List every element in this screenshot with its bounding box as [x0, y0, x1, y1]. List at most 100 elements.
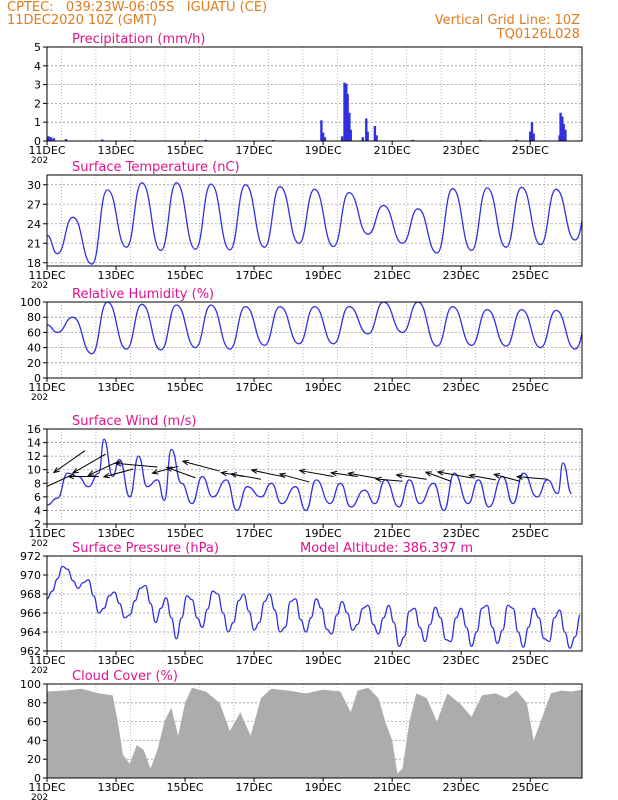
x-tick-label: 19DEC	[305, 781, 342, 794]
y-tick-label: 0	[34, 372, 41, 385]
panel-frame	[46, 174, 583, 267]
panel-title: Surface Temperature (nC)	[72, 160, 240, 175]
precip-bar	[47, 136, 50, 141]
x-tick-label: 13DEC	[97, 781, 134, 794]
x-tick-label: 21DEC	[374, 144, 411, 157]
y-tick-label: 80	[27, 311, 41, 324]
y-tick-label: 16	[27, 423, 41, 436]
x-tick-label: 15DEC	[167, 654, 204, 667]
panel-frame	[46, 46, 583, 142]
y-tick-label: 3	[34, 79, 41, 92]
y-tick-label: 20	[27, 357, 41, 370]
wind-arrow	[425, 471, 452, 482]
x-tick-label: 17DEC	[236, 269, 273, 282]
wind-arrow-head	[298, 468, 306, 475]
wind-arrow-head	[395, 472, 403, 479]
y-tick-label: 27	[27, 198, 41, 211]
wind-arrow	[53, 450, 86, 473]
y-tick-label: 6	[34, 491, 41, 504]
x-tick-label: 23DEC	[443, 527, 480, 540]
wind-arrow	[166, 466, 196, 479]
wind-arrow	[47, 474, 72, 487]
y-tick-label: 0	[34, 135, 41, 148]
wind-arrow-head	[87, 470, 95, 476]
wind-arrow	[152, 465, 179, 474]
precip-bar	[321, 132, 325, 141]
wind-arrow-head	[26, 492, 32, 496]
panel-title: Relative Humidity (%)	[72, 287, 214, 302]
x-tick-label: 11DEC	[28, 654, 65, 667]
x-tick-label: 23DEC	[443, 144, 480, 157]
y-tick-label: 972	[20, 550, 41, 563]
y-tick-label: 968	[20, 588, 41, 601]
y-tick-label: 40	[27, 342, 41, 355]
precip-bar	[365, 118, 368, 141]
precip-bar	[323, 137, 327, 141]
y-tick-label: 4	[34, 504, 41, 517]
x-tick-label: 15DEC	[167, 381, 204, 394]
y-tick-label: 2	[34, 518, 41, 531]
x-tick-label: 11DEC	[28, 527, 65, 540]
series-line	[47, 565, 581, 649]
panel-3	[43, 301, 583, 382]
wind-arrow	[299, 470, 334, 477]
x-tick-label: 13DEC	[97, 144, 134, 157]
x-tick-label: 15DEC	[167, 527, 204, 540]
y-tick-label: 80	[27, 697, 41, 710]
precip-bar	[529, 131, 532, 141]
precip-bar	[530, 122, 534, 141]
panel-frame	[46, 683, 583, 779]
x-tick-label: 21DEC	[374, 781, 411, 794]
y-tick-label: 100	[20, 296, 41, 309]
precip-bar	[340, 136, 344, 141]
precip-bar	[349, 129, 352, 141]
series-line	[47, 438, 573, 512]
wind-arrow-head	[250, 468, 258, 474]
x-tick-label: 21DEC	[374, 527, 411, 540]
x-tick-label: 25DEC	[512, 527, 549, 540]
y-tick-label: 970	[20, 569, 41, 582]
x-year-fragment: 202	[31, 393, 48, 403]
y-tick-label: 40	[27, 734, 41, 747]
precip-bar	[204, 139, 207, 141]
wind-arrow	[437, 471, 472, 479]
x-tick-label: 23DEC	[443, 381, 480, 394]
wind-arrow-head	[436, 470, 444, 476]
header-run-time: 11DEC2020 10Z (GMT)	[7, 13, 158, 28]
y-tick-label: 12	[27, 450, 41, 463]
panel-title: Surface Pressure (hPa)	[72, 541, 219, 556]
precip-bar	[345, 83, 348, 141]
x-tick-label: 23DEC	[443, 654, 480, 667]
x-tick-label: 23DEC	[443, 269, 480, 282]
x-tick-label: 15DEC	[167, 781, 204, 794]
x-tick-label: 25DEC	[512, 654, 549, 667]
x-tick-label: 17DEC	[236, 144, 273, 157]
x-year-fragment: 202	[31, 793, 48, 800]
x-tick-label: 21DEC	[374, 381, 411, 394]
precip-bar	[559, 112, 562, 141]
precip-bar	[361, 137, 365, 141]
y-tick-label: 24	[27, 218, 41, 231]
wind-arrow	[88, 460, 120, 476]
wind-arrow-head	[151, 469, 159, 475]
wind-arrow-head	[71, 468, 79, 474]
precip-bar	[561, 116, 564, 141]
panel-annotation: Model Altitude: 386.397 m	[300, 541, 473, 556]
y-tick-label: 2	[34, 97, 41, 110]
panel-data	[47, 684, 582, 778]
wind-arrow	[517, 476, 548, 480]
precip-bar	[515, 139, 518, 141]
x-tick-label: 17DEC	[236, 654, 273, 667]
x-year-fragment: 202	[31, 539, 48, 549]
panel-frame	[46, 555, 583, 652]
x-year-fragment: 202	[31, 156, 48, 166]
panel-frame	[46, 428, 583, 525]
precip-bar	[320, 120, 323, 141]
wind-arrow	[469, 474, 496, 481]
wind-arrow-head	[515, 474, 524, 480]
x-tick-label: 21DEC	[374, 654, 411, 667]
panel-frame	[46, 301, 583, 379]
wind-arrow	[251, 469, 286, 478]
precip-bar	[532, 133, 535, 141]
header-vertical-grid: Vertical Grid Line: 10Z	[434, 13, 580, 28]
